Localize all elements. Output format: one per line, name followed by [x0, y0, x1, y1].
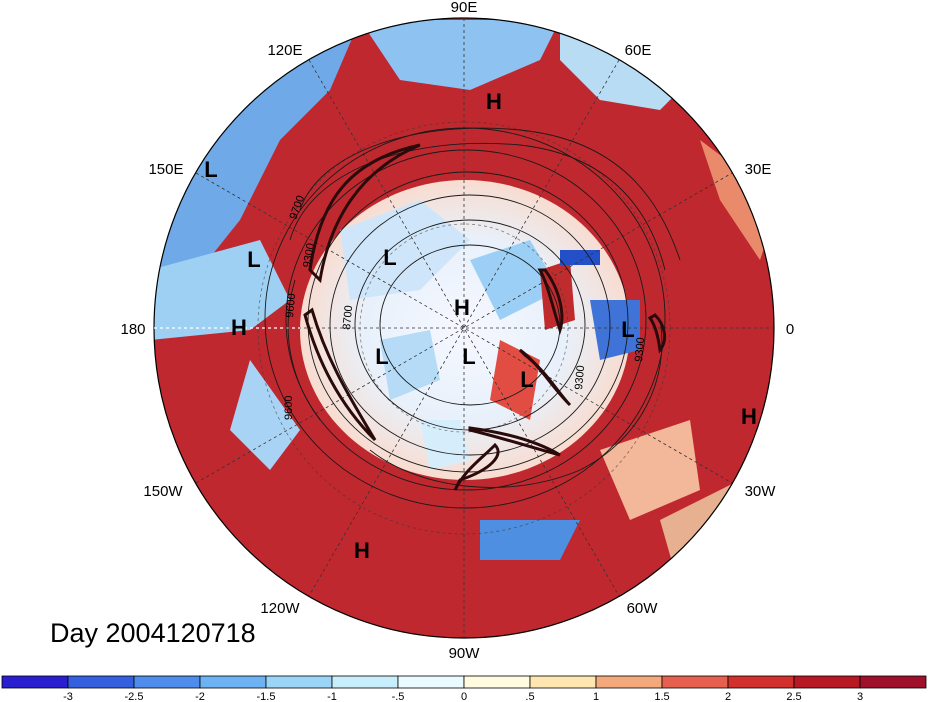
- colorbar-swatch: [463, 675, 531, 689]
- colorbar-tick-label: 3: [857, 691, 863, 702]
- colorbar-tick-label: 0: [461, 691, 467, 702]
- colorbar-tick-label: -1.5: [257, 691, 276, 702]
- contour-label: 9600: [283, 396, 295, 420]
- longitude-labels: 90E 60E 30E 0 30W 60W 90W 120W 150W 180 …: [120, 0, 794, 662]
- colorbar-swatch: [1, 675, 69, 689]
- colorbar-tick-label: .5: [525, 691, 534, 702]
- height-contours: [264, 127, 681, 509]
- lon-label-90e: 90E: [451, 0, 478, 16]
- colorbar-swatch: [133, 675, 201, 689]
- colorbar-swatch: [859, 675, 927, 689]
- colorbar-swatch: [727, 675, 795, 689]
- colorbar-swatch: [661, 675, 729, 689]
- colorbar-tick-label: 1.5: [654, 691, 669, 702]
- colorbar-tick-label: -.5: [392, 691, 405, 702]
- high-marker: H: [741, 404, 757, 429]
- jet-contours: [303, 143, 667, 491]
- colorbar-swatch: [331, 675, 399, 689]
- colorbar-tick-label: -2: [195, 691, 205, 702]
- lon-label-60e: 60E: [625, 42, 652, 59]
- low-marker: L: [462, 344, 475, 369]
- high-marker: H: [231, 315, 247, 340]
- lon-label-150w: 150W: [143, 483, 183, 500]
- high-marker: H: [454, 295, 470, 320]
- contour-label: 8700: [341, 305, 355, 330]
- colorbar-swatch: [397, 675, 465, 689]
- colorbar-tick-label: 2.5: [786, 691, 801, 702]
- lon-label-150e: 150E: [148, 161, 183, 178]
- high-marker: H: [354, 538, 370, 563]
- low-marker: L: [383, 245, 396, 270]
- colorbar-tick-label: 1: [593, 691, 599, 702]
- low-marker: L: [204, 157, 217, 182]
- colorbar-tick-label: -3: [63, 691, 73, 702]
- contour-labels: 9700 9300 9600 8700 9300 9600 9300: [283, 194, 647, 420]
- colorbar-swatch: [595, 675, 663, 689]
- high-marker: H: [486, 89, 502, 114]
- colorbar-swatch: [529, 675, 597, 689]
- colorbar-swatch: [199, 675, 267, 689]
- low-marker: L: [247, 247, 260, 272]
- polar-map: 9700 9300 9600 8700 9300 9600 9300 90E 6…: [120, 0, 794, 662]
- colorbar-tick-label: -1: [327, 691, 337, 702]
- colorbar-swatch: [793, 675, 861, 689]
- colorbar-tick-label: 2: [725, 691, 731, 702]
- colorbar-tick-label: -2.5: [125, 691, 144, 702]
- colorbar: -3 -2.5 -2 -1.5 -1 -.5 0 .5 1 1.5 2 2.5 3: [1, 675, 927, 702]
- colorbar-swatch: [67, 675, 135, 689]
- contour-label: 9300: [633, 337, 647, 362]
- lon-label-30w: 30W: [745, 483, 777, 500]
- date-title: Day 2004120718: [50, 618, 256, 648]
- lon-label-120w: 120W: [260, 600, 300, 617]
- graticule: [153, 17, 775, 639]
- lon-label-0: 0: [786, 321, 794, 338]
- lon-label-180: 180: [120, 321, 145, 338]
- lon-label-120e: 120E: [267, 42, 302, 59]
- low-marker: L: [520, 367, 533, 392]
- pressure-markers: H L L H L H L L L L H H: [204, 89, 757, 563]
- contour-label: 9600: [284, 293, 298, 318]
- low-marker: L: [375, 344, 388, 369]
- lon-label-60w: 60W: [627, 600, 659, 617]
- contour-label: 9300: [301, 242, 317, 268]
- colorbar-swatch: [265, 675, 333, 689]
- lon-label-90w: 90W: [449, 645, 481, 662]
- lon-label-30e: 30E: [745, 161, 772, 178]
- contour-label: 9300: [573, 365, 587, 390]
- low-marker: L: [621, 317, 634, 342]
